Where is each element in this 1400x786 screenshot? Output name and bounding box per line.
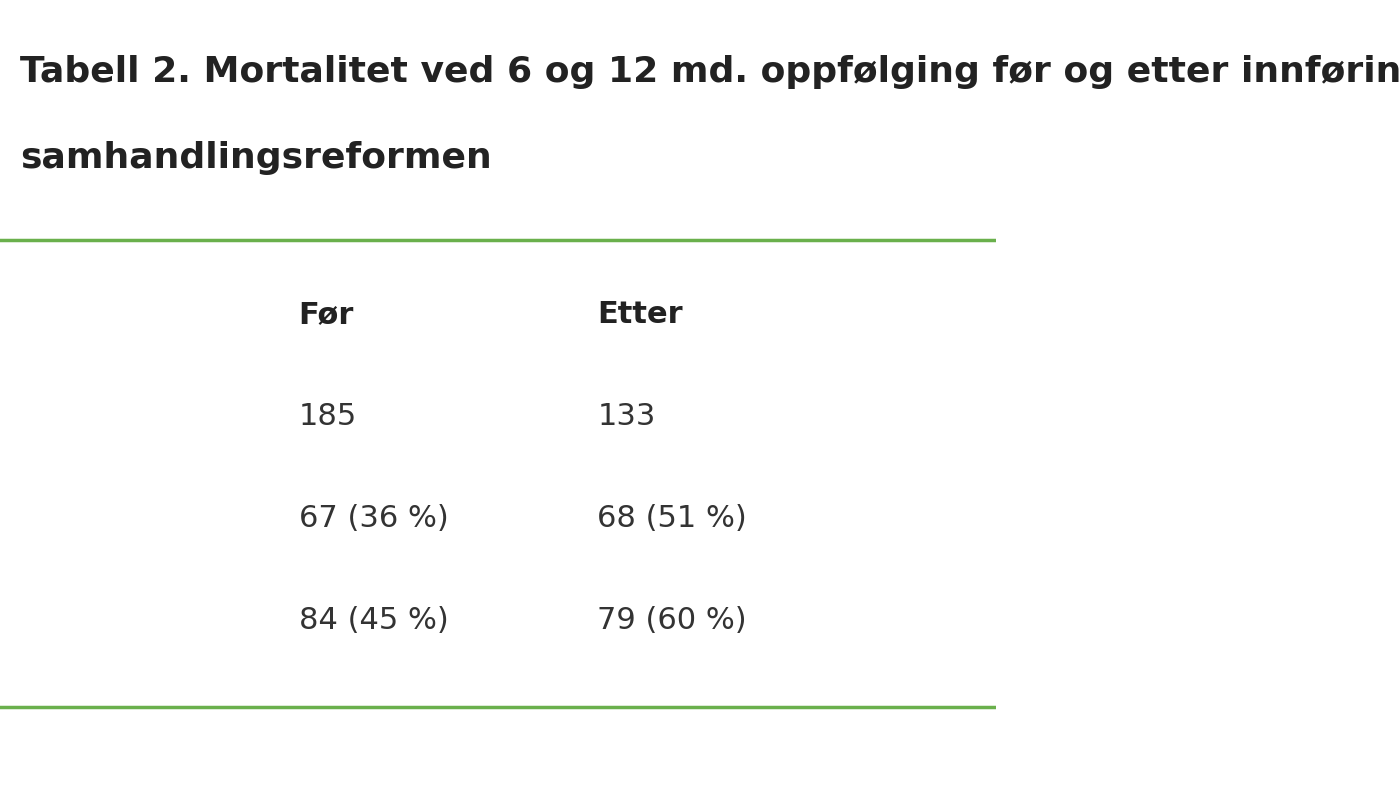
Text: 133: 133 — [598, 402, 655, 431]
Text: Før: Før — [298, 300, 354, 329]
Text: 79 (60 %): 79 (60 %) — [598, 607, 748, 635]
Text: Tabell 2. Mortalitet ved 6 og 12 md. oppfølging før og etter innføring av: Tabell 2. Mortalitet ved 6 og 12 md. opp… — [20, 55, 1400, 89]
Text: samhandlingsreformen: samhandlingsreformen — [20, 141, 491, 175]
Text: 84 (45 %): 84 (45 %) — [298, 607, 448, 635]
Text: Etter: Etter — [598, 300, 683, 329]
Text: 67 (36 %): 67 (36 %) — [298, 505, 448, 533]
Text: 185: 185 — [298, 402, 357, 431]
Text: 68 (51 %): 68 (51 %) — [598, 505, 748, 533]
